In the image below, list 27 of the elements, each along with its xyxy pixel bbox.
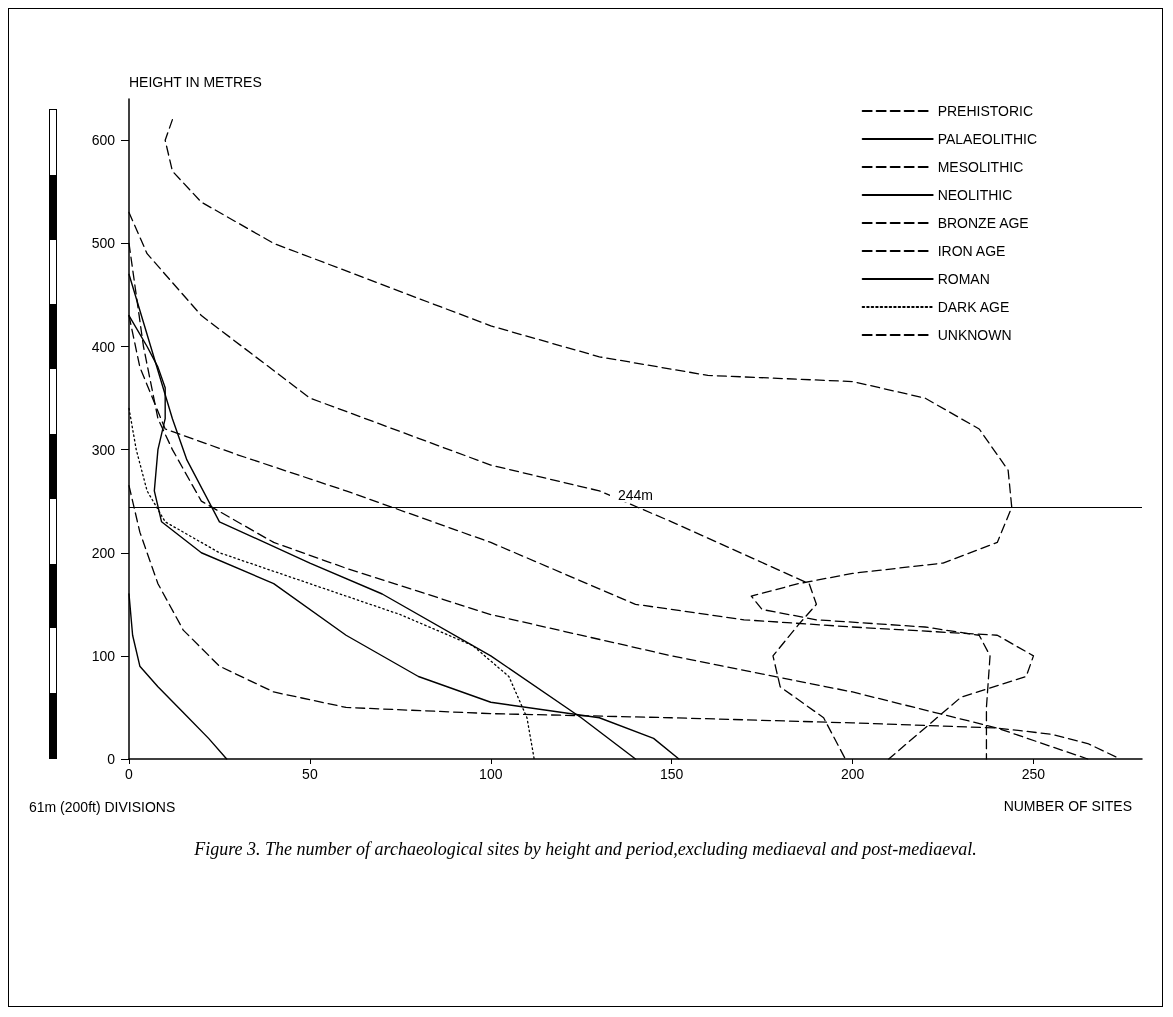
x-tick-label: 250 [1021, 766, 1046, 782]
x-tick-label: 0 [125, 766, 134, 782]
y-tick-label: 600 [91, 132, 116, 149]
legend-label: IRON AGE [937, 243, 1006, 259]
legend-label: NEOLITHIC [937, 187, 1013, 203]
x-axis-title: NUMBER OF SITES [1003, 798, 1132, 814]
x-tick-label: 150 [660, 766, 684, 782]
x-tick-label: 50 [302, 766, 318, 782]
legend-label: ROMAN [937, 271, 990, 287]
x-tick-label: 100 [479, 766, 503, 782]
y-tick-label: 200 [91, 544, 116, 561]
legend-label: DARK AGE [937, 299, 1010, 315]
y-tick-label: 0 [107, 751, 116, 767]
y-axis-title: HEIGHT IN METRES [129, 74, 262, 90]
text: 61m (200ft) DIVISIONS [29, 799, 176, 815]
ref-line-label: 244m [617, 487, 654, 504]
y-tick-label: 300 [91, 441, 116, 458]
legend-label: PALAEOLITHIC [937, 131, 1037, 147]
legend-label: BRONZE AGE [937, 215, 1029, 231]
x-tick-label: 200 [840, 766, 865, 782]
legend-label: UNKNOWN [937, 327, 1012, 343]
legend-label: PREHISTORIC [937, 103, 1034, 119]
text: Figure 3. The number of archaeological sites by height and period,excluding mediaeval and post-mediaeval. [193, 839, 978, 860]
y-tick-label: 400 [91, 338, 116, 355]
y-tick-label: 100 [91, 647, 116, 664]
legend-label: MESOLITHIC [937, 159, 1024, 175]
y-tick-label: 500 [91, 235, 116, 252]
